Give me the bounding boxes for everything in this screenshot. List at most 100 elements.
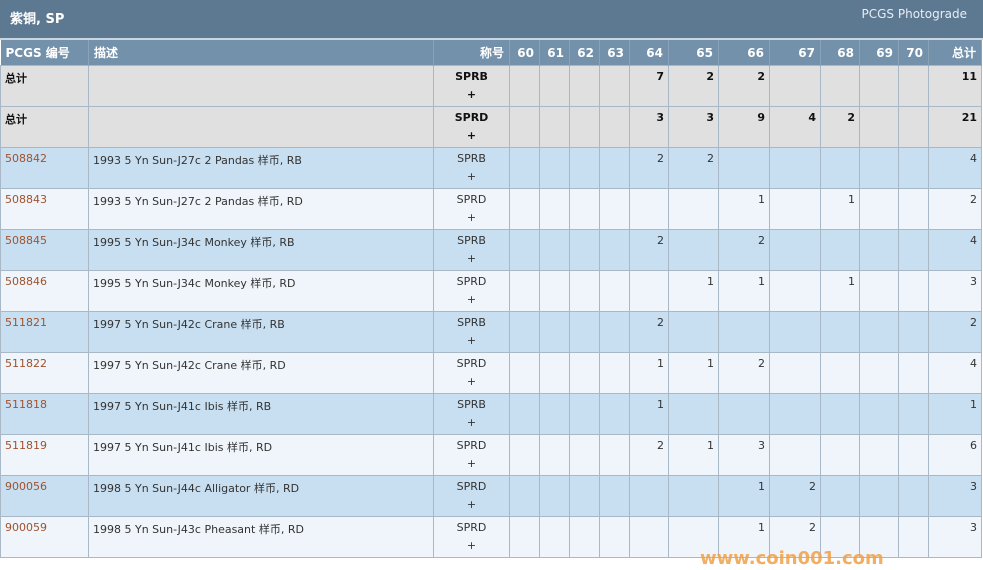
description-cell: 1995 5 Yn Sun-J34c Monkey 样币, RD (88, 270, 434, 312)
grade-count-cell (898, 352, 929, 394)
grade-count-cell (859, 270, 899, 312)
column-header[interactable]: 68 (820, 40, 860, 66)
grade-count-cell (820, 516, 860, 558)
column-header[interactable]: 称号 (433, 40, 510, 66)
grade-count-cell (569, 352, 600, 394)
grade-count-cell[interactable]: 3 (629, 106, 669, 148)
description-cell (88, 65, 434, 107)
pcgs-number-link[interactable]: 508846 (5, 275, 47, 288)
grade-count-cell (629, 516, 669, 558)
column-header[interactable]: PCGS 编号 (0, 40, 89, 66)
grade-count-cell[interactable]: 2 (769, 516, 821, 558)
pcgs-number-link[interactable]: 511821 (5, 316, 47, 329)
grade-count-cell (859, 393, 899, 435)
grade-count-cell (509, 311, 540, 353)
total-cell: 4 (928, 147, 982, 189)
designation: SPRB (457, 316, 486, 329)
designation-cell: SPRB + (433, 393, 510, 435)
table-row: 511822 1997 5 Yn Sun-J42c Crane 样币, RD SPR… (0, 352, 982, 394)
total-cell: 3 (928, 516, 982, 558)
grade-count-cell[interactable]: 2 (629, 147, 669, 189)
grade-count-cell[interactable]: 2 (718, 229, 770, 271)
description-cell: 1993 5 Yn Sun-J27c 2 Pandas 样币, RD (88, 188, 434, 230)
pcgs-number-link[interactable]: 900059 (5, 521, 47, 534)
grade-count-cell[interactable]: 1 (718, 516, 770, 558)
grade-count-cell (898, 393, 929, 435)
grade-count-cell (509, 106, 540, 148)
grade-count-cell (769, 352, 821, 394)
grade-count-cell[interactable]: 2 (718, 352, 770, 394)
grade-count-cell[interactable]: 2 (820, 106, 860, 148)
column-header[interactable]: 62 (569, 40, 600, 66)
grade-count-cell (859, 352, 899, 394)
pcgs-number-cell: 900056 (0, 475, 89, 517)
grade-count-cell[interactable]: 2 (769, 475, 821, 517)
pcgs-number-link[interactable]: 508845 (5, 234, 47, 247)
grade-count-cell[interactable]: 2 (629, 229, 669, 271)
grade-count-cell (599, 106, 630, 148)
grade-count-cell[interactable]: 1 (668, 434, 719, 476)
column-header[interactable]: 61 (539, 40, 570, 66)
column-header[interactable]: 60 (509, 40, 540, 66)
pcgs-number-cell: 508843 (0, 188, 89, 230)
grade-count-cell[interactable]: 1 (668, 352, 719, 394)
pcgs-number-link[interactable]: 900056 (5, 480, 47, 493)
grade-count-cell[interactable]: 3 (668, 106, 719, 148)
column-header[interactable]: 63 (599, 40, 630, 66)
grade-count-cell (569, 475, 600, 517)
grade-count-cell (718, 311, 770, 353)
grade-count-cell[interactable]: 1 (668, 270, 719, 312)
grade-count-cell[interactable]: 2 (718, 65, 770, 107)
grade-count-cell[interactable]: 2 (668, 65, 719, 107)
pcgs-number-link[interactable]: 508843 (5, 193, 47, 206)
table-row: 508845 1995 5 Yn Sun-J34c Monkey 样币, RB SP… (0, 229, 982, 271)
grade-count-cell (599, 434, 630, 476)
grade-count-cell (599, 516, 630, 558)
column-header[interactable]: 64 (629, 40, 669, 66)
column-header[interactable]: 66 (718, 40, 770, 66)
grade-count-cell[interactable]: 1 (718, 188, 770, 230)
designation-cell: SPRD + (433, 434, 510, 476)
grade-count-cell[interactable]: 9 (718, 106, 770, 148)
pcgs-number-link[interactable]: 511819 (5, 439, 47, 452)
grade-count-cell[interactable]: 1 (820, 270, 860, 312)
grade-count-cell[interactable]: 2 (629, 311, 669, 353)
designation-cell: SPRB + (433, 229, 510, 271)
column-header[interactable]: 描述 (88, 40, 434, 66)
description-cell (88, 106, 434, 148)
grade-count-cell (509, 229, 540, 271)
pcgs-number-link[interactable]: 511818 (5, 398, 47, 411)
photograde-link[interactable]: PCGS Photograde (861, 7, 967, 21)
grade-count-cell[interactable]: 1 (629, 393, 669, 435)
grade-count-cell[interactable]: 1 (718, 270, 770, 312)
grade-count-cell[interactable]: 1 (820, 188, 860, 230)
grade-count-cell[interactable]: 4 (769, 106, 821, 148)
pcgs-number-link[interactable]: 511822 (5, 357, 47, 370)
column-header[interactable]: 69 (859, 40, 899, 66)
description-cell: 1993 5 Yn Sun-J27c 2 Pandas 样币, RB (88, 147, 434, 189)
column-header[interactable]: 67 (769, 40, 821, 66)
grade-count-cell (539, 393, 570, 435)
pcgs-number-link[interactable]: 508842 (5, 152, 47, 165)
pcgs-number-cell: 511818 (0, 393, 89, 435)
row-label: 总计 (0, 65, 89, 107)
grade-count-cell (569, 188, 600, 230)
column-header[interactable]: 总计 (928, 40, 982, 66)
population-table: PCGS 编号 描述 称号 60 61 62 63 64 65 66 67 68 69 70 总计 总计 SP… (0, 40, 982, 558)
grade-count-cell (859, 311, 899, 353)
grade-count-cell (569, 393, 600, 435)
grade-count-cell (769, 270, 821, 312)
column-header[interactable]: 70 (898, 40, 929, 66)
column-header[interactable]: 65 (668, 40, 719, 66)
grade-count-cell[interactable]: 2 (629, 434, 669, 476)
grade-count-cell (599, 65, 630, 107)
grade-count-cell[interactable]: 7 (629, 65, 669, 107)
grade-count-cell[interactable]: 1 (629, 352, 669, 394)
grade-count-cell (599, 475, 630, 517)
grade-count-cell[interactable]: 1 (718, 475, 770, 517)
grade-count-cell[interactable]: 3 (718, 434, 770, 476)
grade-count-cell[interactable]: 2 (668, 147, 719, 189)
grade-count-cell (569, 311, 600, 353)
total-cell: 3 (928, 270, 982, 312)
pcgs-number-cell: 900059 (0, 516, 89, 558)
